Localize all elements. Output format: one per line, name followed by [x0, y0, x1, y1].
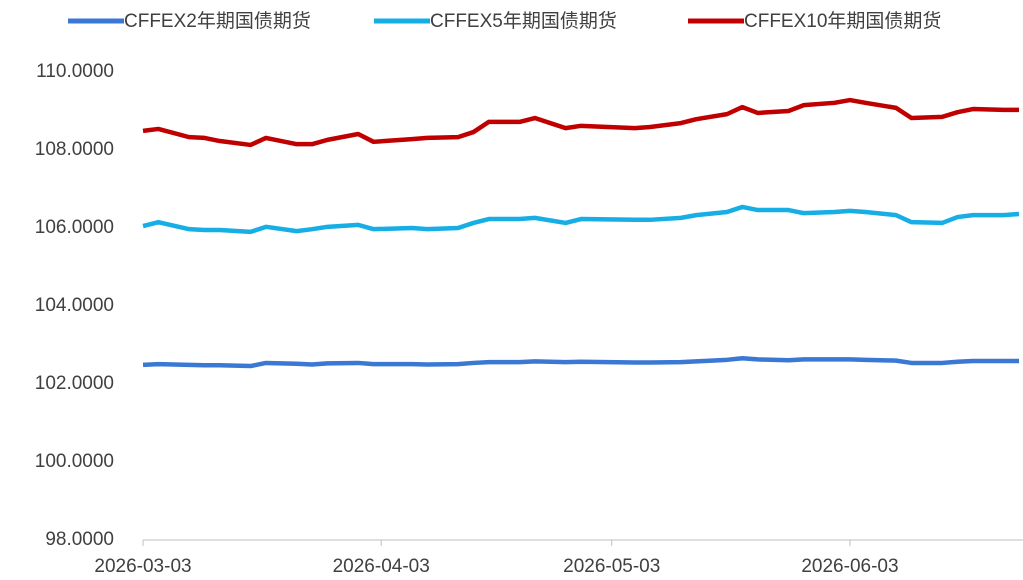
y-tick-label: 110.0000 — [36, 61, 114, 82]
y-tick-label: 106.0000 — [35, 217, 114, 238]
y-tick-label: 108.0000 — [35, 139, 114, 160]
x-tick-label: 2026-03-03 — [94, 556, 191, 577]
legend-label: CFFEX2年期国债期货 — [124, 10, 311, 32]
x-tick-label: 2026-06-03 — [801, 556, 898, 577]
legend-label: CFFEX5年期国债期货 — [430, 10, 617, 32]
series-line — [142, 356, 1019, 369]
legend-label: CFFEX10年期国债期货 — [744, 10, 941, 32]
series-line — [142, 97, 1019, 148]
y-tick-label: 98.0000 — [45, 529, 114, 550]
y-tick-label: 102.0000 — [35, 373, 114, 394]
y-tick-label: 100.0000 — [35, 451, 114, 472]
y-tick-label: 104.0000 — [35, 295, 114, 316]
x-tick-label: 2026-04-03 — [333, 556, 430, 577]
x-tick-label: 2026-05-03 — [563, 556, 660, 577]
series-line — [142, 204, 1020, 235]
